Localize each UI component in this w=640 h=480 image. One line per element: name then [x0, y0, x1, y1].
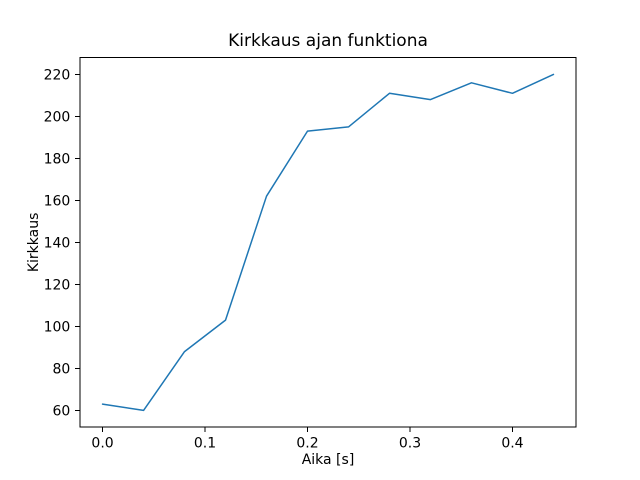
axis-ticks: 0.0 0.1 0.2 0.3 0.4 60 80 100 120 140 160 180 200 220 — [44, 67, 524, 451]
y-tick-label: 120 — [44, 277, 71, 293]
x-tick-label: 0.1 — [194, 435, 216, 451]
y-tick-label: 220 — [44, 67, 71, 83]
y-axis-label: Kirkkaus — [26, 213, 42, 273]
y-tick-label: 60 — [52, 403, 70, 419]
x-axis-label: Aika [s] — [302, 452, 355, 468]
y-tick-label: 200 — [44, 109, 71, 125]
x-tick-label: 0.3 — [399, 435, 421, 451]
chart-title: Kirkkaus ajan funktiona — [228, 31, 428, 51]
y-tick-label: 180 — [44, 151, 71, 167]
plot-frame — [79, 57, 577, 428]
y-tick-label: 100 — [44, 319, 71, 335]
x-tick-label: 0.2 — [296, 435, 318, 451]
y-tick-label: 80 — [52, 361, 70, 377]
data-series-line — [101, 73, 555, 412]
x-tick-label: 0.4 — [501, 435, 523, 451]
y-tick-label: 160 — [44, 193, 71, 209]
x-tick-label: 0.0 — [91, 435, 113, 451]
y-tick-label: 140 — [44, 235, 71, 251]
